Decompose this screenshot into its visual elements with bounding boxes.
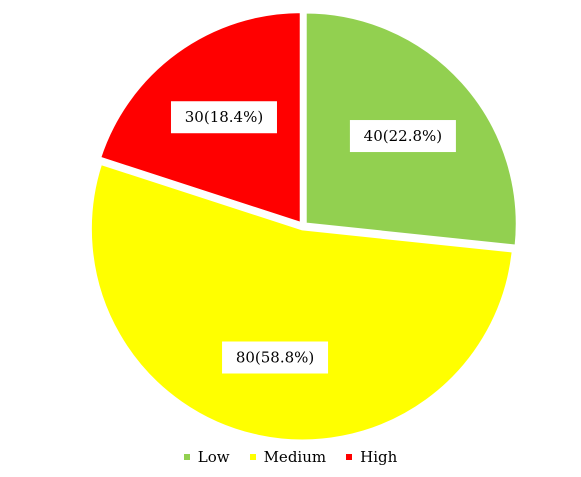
data-label-box: [349, 120, 456, 153]
legend-item-high: High: [346, 448, 397, 466]
data-label-text: 40(22.8%): [364, 127, 442, 145]
legend-label-low: Low: [197, 448, 230, 466]
data-label-text: 30(18.4%): [185, 108, 263, 126]
data-label-box: [222, 341, 329, 374]
legend-label-medium: Medium: [263, 448, 327, 466]
legend-swatch-low: [183, 454, 190, 460]
legend-label-high: High: [360, 448, 398, 466]
data-label-high: 30(18.4%): [170, 101, 277, 134]
pie-data-labels: 40(22.8%) 80(58.8%) 30(18.4%): [170, 101, 456, 374]
data-label-medium: 80(58.8%): [222, 341, 329, 374]
data-label-text: 80(58.8%): [236, 349, 314, 367]
data-label-box: [170, 101, 277, 134]
legend-item-low: Low: [183, 448, 230, 466]
pie-slice-medium: [88, 161, 515, 443]
data-label-low: 40(22.8%): [349, 120, 456, 153]
legend-item-medium: Medium: [249, 448, 327, 466]
legend-swatch-high: [346, 454, 353, 460]
legend: Low Medium High: [0, 448, 581, 466]
legend-swatch-medium: [249, 454, 256, 460]
pie-slices: [88, 10, 519, 443]
